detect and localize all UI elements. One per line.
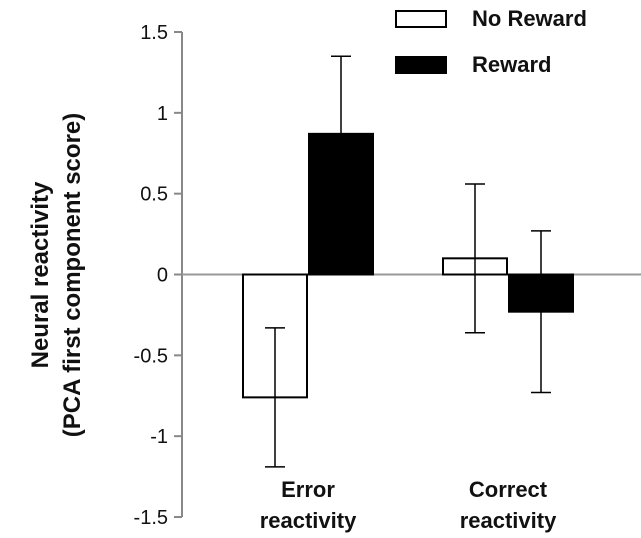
y-tick-label: 0.5: [140, 184, 168, 206]
y-tick-label: 1.5: [140, 22, 168, 44]
error-bars: [265, 55, 551, 468]
legend-swatch-no-reward: [395, 10, 447, 28]
y-axis-ticks: 1.5 1 0.5 0 -0.5 -1 -1.5: [134, 22, 182, 529]
y-tick-label: -1.5: [134, 507, 168, 529]
legend: No Reward Reward: [395, 6, 587, 77]
y-tick-label: 0: [157, 265, 168, 287]
y-axis-label-line-2: (PCA first component score): [59, 113, 86, 437]
legend-label: Reward: [472, 52, 551, 77]
y-axis-label: Neural reactivity (PCA first component s…: [27, 113, 86, 437]
y-tick-label: 1: [157, 103, 168, 125]
x-category-label: Error reactivity: [260, 477, 357, 533]
y-tick-label: -0.5: [134, 345, 168, 367]
legend-swatch-reward: [395, 56, 447, 74]
y-axis-label-line-1: Neural reactivity: [27, 181, 54, 368]
x-category-label: Correct reactivity: [460, 477, 557, 533]
legend-label: No Reward: [472, 6, 587, 31]
x-category-labels: Error reactivity Correct reactivity: [260, 477, 557, 533]
y-tick-label: -1: [150, 426, 168, 448]
bars: [242, 132, 574, 399]
